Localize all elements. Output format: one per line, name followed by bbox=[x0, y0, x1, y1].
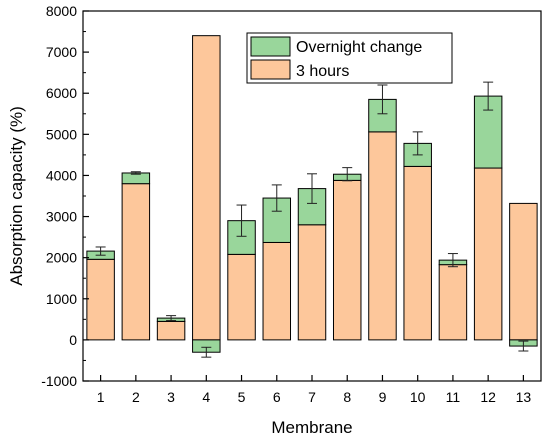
error-bar-9 bbox=[377, 84, 388, 115]
bar-3-hours-11 bbox=[438, 264, 468, 341]
error-bar-3 bbox=[166, 315, 177, 322]
bar-3-hours-6 bbox=[262, 241, 292, 341]
bar-3-hours-5 bbox=[227, 253, 256, 341]
x-tick-label: 1 bbox=[97, 389, 105, 405]
y-tick-label: 2000 bbox=[46, 250, 77, 266]
bar-3-hours-10 bbox=[403, 165, 432, 341]
y-tick-label: 8000 bbox=[46, 3, 77, 19]
y-tick-label: 0 bbox=[69, 332, 77, 348]
y-tick-label: 4000 bbox=[46, 167, 77, 183]
error-bar-6 bbox=[271, 184, 282, 212]
legend-swatch-overnight-change bbox=[250, 36, 291, 57]
y-tick-label: 5000 bbox=[46, 126, 77, 142]
bar-3-hours-3 bbox=[156, 320, 186, 341]
x-tick-label: 8 bbox=[343, 389, 351, 405]
y-tick-label: 1000 bbox=[46, 291, 77, 307]
x-tick-label: 7 bbox=[308, 389, 316, 405]
error-bars-layer bbox=[95, 81, 529, 358]
error-bar-4 bbox=[201, 346, 212, 358]
x-axis: 1 2 3 4 5 6 7 8 9 10 11 12 13 bbox=[97, 375, 532, 405]
x-tick-label: 10 bbox=[410, 389, 426, 405]
bar-3-hours-2 bbox=[121, 183, 151, 341]
y-tick-label: 7000 bbox=[46, 44, 77, 60]
x-tick-label: 12 bbox=[480, 389, 496, 405]
error-bar-10 bbox=[412, 131, 423, 156]
bar-3-hours-7 bbox=[297, 224, 327, 341]
bar-3-hours-8 bbox=[332, 179, 362, 341]
x-tick-label: 3 bbox=[167, 389, 175, 405]
error-bar-1 bbox=[95, 246, 106, 256]
y-tick-label: 6000 bbox=[46, 85, 77, 101]
bar-3-hours-4 bbox=[192, 35, 221, 341]
x-tick-label: 11 bbox=[446, 389, 461, 405]
error-bar-5 bbox=[236, 204, 247, 237]
x-tick-label: 9 bbox=[379, 389, 387, 405]
y-axis: -1000 0 1000 2000 3000 4000 5000 6000 7000 8000 bbox=[41, 3, 89, 389]
y-tick-label: 3000 bbox=[46, 209, 77, 225]
x-tick-label: 13 bbox=[516, 389, 532, 405]
x-tick-label: 2 bbox=[132, 389, 140, 405]
x-axis-label: Membrane bbox=[271, 418, 352, 437]
bar-3-hours-12 bbox=[473, 167, 503, 341]
error-bar-8 bbox=[342, 167, 353, 182]
bar-3-hours-1 bbox=[86, 258, 115, 341]
bar-3-hours-9 bbox=[368, 131, 397, 341]
bar-3-hours-13 bbox=[509, 202, 538, 341]
error-bar-7 bbox=[307, 173, 317, 204]
error-bar-13 bbox=[518, 340, 529, 352]
legend-swatch-3-hours bbox=[250, 59, 291, 80]
legend-label-3-hours: 3 hours bbox=[296, 63, 349, 80]
x-tick-label: 4 bbox=[202, 389, 210, 405]
x-tick-label: 6 bbox=[273, 389, 281, 405]
y-axis-label: Absorption capacity (%) bbox=[7, 106, 26, 286]
error-bar-2 bbox=[130, 171, 141, 175]
x-tick-label: 5 bbox=[238, 389, 246, 405]
error-bar-11 bbox=[447, 253, 458, 268]
error-bar-12 bbox=[483, 81, 494, 111]
legend: Overnight change 3 hours bbox=[246, 32, 453, 84]
y-tick-label: -1000 bbox=[41, 373, 77, 389]
legend-label-overnight-change: Overnight change bbox=[296, 39, 422, 56]
